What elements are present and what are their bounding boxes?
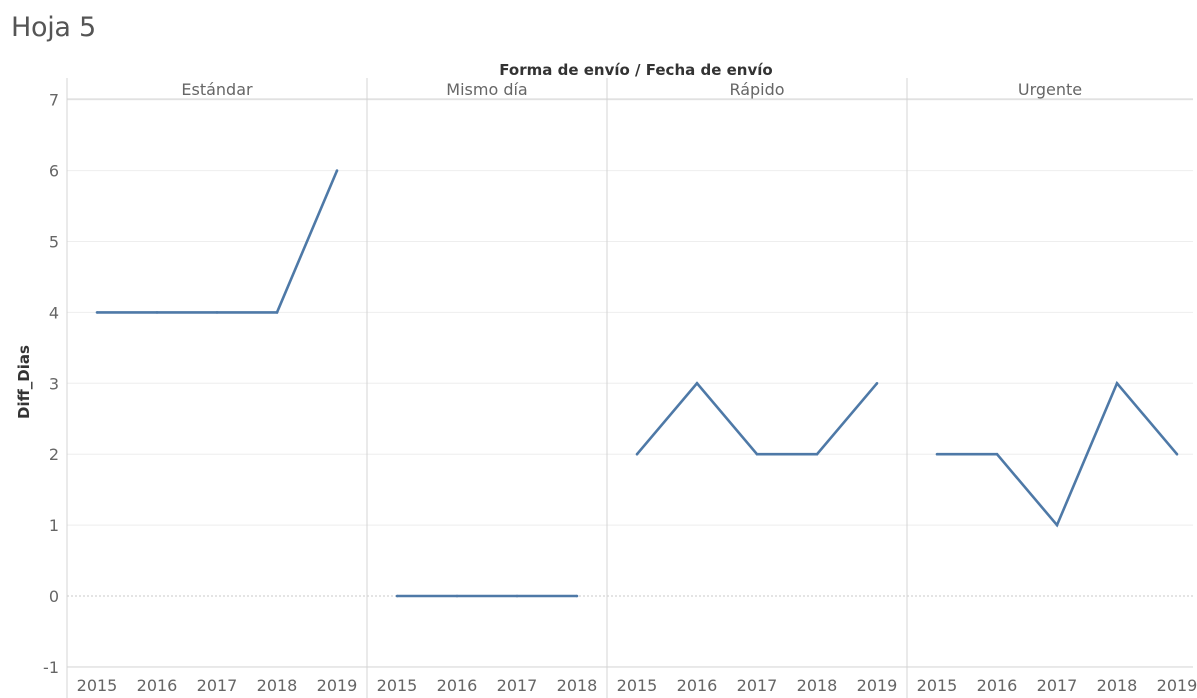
panel-headers: Estándar Mismo día Rápido Urgente (181, 80, 1082, 99)
x-tick-label: 2018 (797, 676, 838, 695)
x-axis-ticks: 2015 2016 2017 2018 2019 2015 2016 2017 2018 2015… (77, 676, 1197, 695)
data-point (275, 311, 279, 314)
data-point (995, 452, 999, 456)
x-tick-label: 2017 (1037, 676, 1078, 695)
sheet-title: Hoja 5 (11, 12, 96, 43)
x-tick-label: 2017 (197, 676, 238, 695)
x-tick-label: 2019 (1157, 676, 1197, 695)
data-point (515, 594, 519, 598)
x-tick-label: 2018 (1097, 676, 1138, 695)
data-point (155, 311, 159, 314)
y-axis-label: Diff_Dias (15, 345, 33, 419)
x-tick-label: 2015 (617, 676, 658, 695)
y-tick-label: 0 (49, 587, 59, 606)
data-point (815, 452, 819, 456)
series-lines (95, 169, 1179, 598)
panel-dividers (66, 78, 1193, 698)
data-point (1115, 382, 1119, 385)
y-tick-label: 4 (49, 303, 59, 322)
series-line (636, 381, 878, 456)
y-tick-label: 1 (49, 516, 59, 535)
x-tick-label: 2016 (677, 676, 718, 695)
x-tick-label: 2017 (497, 676, 538, 695)
y-tick-label: 3 (49, 374, 59, 393)
x-tick-label: 2015 (917, 676, 958, 695)
data-point (875, 382, 879, 385)
data-point (755, 452, 759, 456)
panel-header: Urgente (1018, 80, 1082, 99)
y-tick-label: 2 (49, 445, 59, 464)
y-tick-label: 6 (49, 162, 59, 181)
y-tick-label: 7 (49, 91, 59, 110)
data-point (635, 452, 639, 456)
x-tick-label: 2018 (257, 676, 298, 695)
data-point (575, 594, 579, 598)
panel-header: Mismo día (446, 80, 527, 99)
x-tick-label: 2016 (137, 676, 178, 695)
data-point (395, 594, 399, 598)
x-tick-label: 2019 (317, 676, 358, 695)
data-point (335, 169, 339, 172)
gridlines (67, 99, 1193, 668)
panel-header: Rápido (729, 80, 784, 99)
chart-title: Forma de envío / Fecha de envío (499, 61, 772, 79)
y-axis-ticks: 7 6 5 4 3 2 1 0 -1 (43, 91, 59, 677)
x-tick-label: 2019 (857, 676, 898, 695)
data-point (1055, 523, 1059, 527)
data-point (95, 311, 99, 314)
x-tick-label: 2017 (737, 676, 778, 695)
data-point (215, 311, 219, 314)
x-tick-label: 2016 (977, 676, 1018, 695)
data-point (935, 452, 939, 456)
y-tick-label: -1 (43, 658, 59, 677)
panel-header: Estándar (181, 80, 253, 99)
data-point (1175, 452, 1179, 456)
x-tick-label: 2016 (437, 676, 478, 695)
x-tick-label: 2015 (377, 676, 418, 695)
x-tick-label: 2018 (557, 676, 598, 695)
x-tick-label: 2015 (77, 676, 118, 695)
y-tick-label: 5 (49, 233, 59, 252)
data-point (455, 594, 459, 598)
data-point (695, 382, 699, 385)
